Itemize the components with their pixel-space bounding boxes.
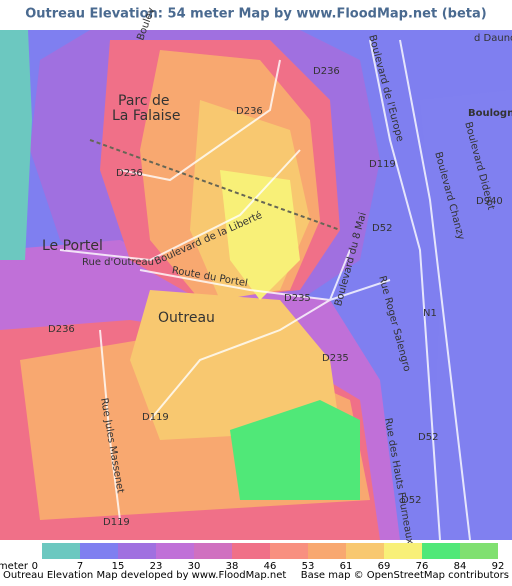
footer-right: Base map © OpenStreetMap contributors (301, 570, 509, 581)
map-label: D236 (116, 168, 143, 179)
legend-swatch (194, 543, 232, 559)
legend-tick-label: 0 (32, 561, 38, 572)
terrain (0, 30, 32, 260)
map-label: Boulogne-V (468, 108, 512, 119)
map-label: Outreau (158, 310, 215, 326)
map: Boulev D236 Boulevard de l'Europe d Daun… (0, 6, 512, 545)
terrain (130, 290, 340, 440)
legend-swatch (118, 543, 156, 559)
legend-tick-label: 30 (188, 561, 201, 572)
map-label: D940 (476, 196, 503, 207)
terrain (220, 170, 300, 300)
legend-swatch (308, 543, 346, 559)
legend-swatch (270, 543, 308, 559)
legend-tick-label: 84 (454, 561, 467, 572)
legend-tick-label: 23 (150, 561, 163, 572)
map-label: Rue d'Outreau (82, 257, 154, 268)
legend-swatch (346, 543, 384, 559)
map-label: D235 (322, 353, 349, 364)
title: Outreau Elevation: 54 meter Map by www.F… (25, 7, 486, 22)
legend-swatch (422, 543, 460, 559)
map-label: D52 (372, 223, 392, 234)
map-label: D119 (142, 412, 169, 423)
map-label: Parc de (118, 93, 170, 109)
map-label: D119 (103, 517, 130, 528)
legend-swatch (42, 543, 80, 559)
legend-unit: meter (0, 561, 29, 572)
map-label: D52 (418, 432, 438, 443)
railway (89, 139, 341, 231)
map-label: N1 (423, 308, 437, 319)
legend-swatch (80, 543, 118, 559)
legend-tick-label: 46 (264, 561, 277, 572)
map-label: Le Portel (42, 238, 103, 254)
legend-swatch (232, 543, 270, 559)
legend-tick-label: 76 (416, 561, 429, 572)
map-label: D52 (401, 495, 421, 506)
legend-tick-label: 15 (112, 561, 125, 572)
map-label: D236 (48, 324, 75, 335)
map-label: D235 (284, 293, 311, 304)
map-label: D119 (369, 159, 396, 170)
map-label: D236 (236, 106, 263, 117)
legend-tick-label: 69 (378, 561, 391, 572)
map-label: D236 (313, 66, 340, 77)
footer-left: Outreau Elevation Map developed by www.F… (3, 570, 286, 581)
legend-swatch (156, 543, 194, 559)
legend-tick-label: 7 (77, 561, 83, 572)
legend-swatch (460, 543, 498, 559)
legend-tick-label: 92 (492, 561, 505, 572)
legend-swatch (384, 543, 422, 559)
terrain (230, 400, 360, 500)
terrain (420, 90, 512, 540)
legend-tick-label: 53 (302, 561, 315, 572)
legend: meter 0 7 15 23 30 38 46 53 61 69 76 84 92 (0, 543, 504, 572)
map-label: La Falaise (112, 108, 180, 124)
roads (59, 39, 471, 541)
map-label: d Daunou (474, 33, 512, 44)
legend-tick-label: 38 (226, 561, 239, 572)
legend-tick-label: 61 (340, 561, 353, 572)
